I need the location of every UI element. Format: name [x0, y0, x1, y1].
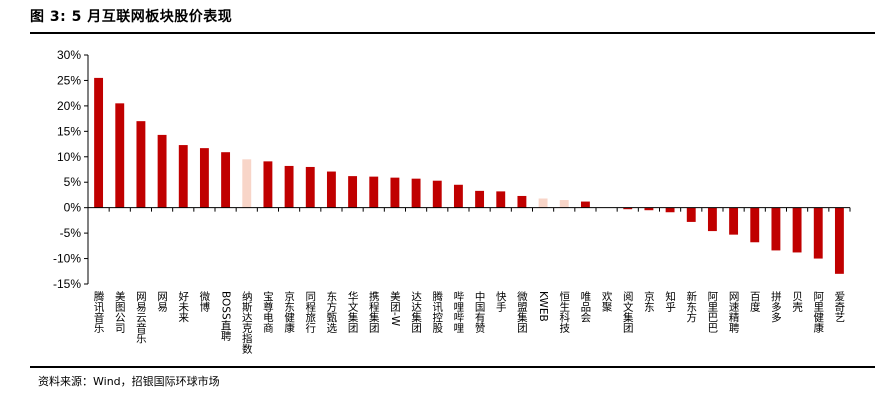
category-label: 快手: [495, 291, 507, 313]
bottom-rule: [30, 366, 875, 368]
category-label: 达达集团: [410, 291, 422, 334]
bar-27: [665, 207, 675, 213]
category-label: 纳斯达克指数: [241, 290, 253, 355]
bar-34: [813, 207, 823, 259]
category-label: 好未来: [177, 291, 189, 323]
bar-23: [580, 201, 590, 208]
bar-2: [136, 121, 146, 208]
category-label: KWEB: [537, 291, 549, 322]
bar-7: [242, 159, 252, 208]
category-label: 腾讯控股: [431, 290, 443, 334]
bar-0: [94, 77, 104, 208]
category-label: 新东方: [685, 290, 697, 323]
axes-group: [87, 55, 851, 284]
top-rule: [30, 32, 875, 34]
bar-3: [157, 134, 167, 208]
bar-chart: -15%-10%-5%0%5%10%15%20%25%30% 腾讯音乐 美图公司网…: [53, 48, 851, 355]
y-tick-label: 20%: [57, 99, 81, 113]
bar-9: [284, 165, 294, 208]
y-tick-label: -5%: [60, 226, 82, 240]
y-tick-label: 15%: [57, 124, 81, 138]
category-label: 爱奇艺: [833, 290, 845, 322]
category-label: 网易: [156, 291, 168, 313]
category-labels-group: 腾讯音乐 美图公司 网易云音乐 网易 好未来 微博 BOSS直聘 纳斯达克指数 宝尊电商 京东健康…: [93, 290, 846, 355]
bar-10: [305, 166, 315, 208]
bar-22: [559, 200, 569, 208]
category-label: 阿里健康: [812, 291, 824, 333]
bar-33: [792, 207, 802, 253]
bar-17: [453, 184, 463, 208]
bar-11: [326, 171, 336, 208]
y-tick-label: 5%: [64, 175, 82, 189]
bar-18: [475, 190, 485, 208]
bar-15: [411, 178, 421, 208]
bar-21: [538, 198, 548, 208]
bars-group: [94, 77, 844, 274]
y-tick-label: -15%: [53, 277, 81, 291]
category-label: 欢聚: [601, 290, 613, 313]
category-label: 华文集团: [347, 290, 359, 334]
bar-6: [221, 152, 231, 208]
category-label: 中国有赞: [474, 290, 486, 334]
category-label: 美图公司: [114, 290, 126, 333]
y-tick-label: 0%: [64, 201, 82, 215]
y-tick-label: -10%: [53, 252, 81, 266]
bar-32: [771, 207, 781, 251]
category-label: 微盟集团: [516, 290, 528, 334]
category-label: BOSS直聘: [220, 291, 232, 341]
bar-19: [496, 191, 506, 208]
y-ticks-group: -15% -10% -5% 0% 5% 10% 15% 20% 25% 30%: [53, 48, 88, 291]
category-label: 同程旅行: [304, 291, 316, 334]
bar-13: [369, 176, 379, 208]
category-label: 腾讯音乐: [93, 290, 105, 333]
category-label: 拼多多: [770, 290, 782, 323]
bar-1: [115, 103, 125, 208]
category-label: 网易云音乐: [135, 291, 147, 344]
category-label: 美团-W: [389, 290, 401, 327]
bar-5: [199, 148, 209, 208]
category-label: 京东健康: [283, 290, 295, 333]
category-label: 百度: [749, 291, 761, 313]
category-label: 东方甄选: [325, 290, 337, 334]
bar-28: [686, 207, 696, 222]
category-label: 贝壳: [791, 291, 803, 313]
category-label: 京东: [643, 290, 655, 312]
category-label: 恒生科技: [558, 290, 570, 334]
bar-29: [707, 207, 717, 232]
bar-30: [729, 207, 739, 235]
bar-20: [517, 195, 527, 208]
bar-16: [432, 180, 442, 208]
y-tick-label: 25%: [57, 73, 81, 87]
bar-31: [750, 207, 760, 243]
y-tick-label: 10%: [57, 150, 81, 164]
category-label: 宝尊电商: [262, 290, 274, 334]
bar-8: [263, 161, 273, 208]
category-label: 网速精聘: [728, 291, 740, 334]
category-label: 微博: [198, 290, 210, 313]
category-label: 哔哩哔哩: [452, 290, 464, 333]
y-tick-label: 30%: [57, 48, 81, 62]
category-label: 携程集团: [368, 290, 380, 334]
bar-4: [178, 145, 188, 208]
figure-title: 图 3: 5 月互联网板块股价表现: [30, 9, 233, 25]
category-label: 阅文集团: [622, 290, 634, 334]
bar-35: [834, 207, 844, 274]
category-label: 阿里巴巴: [706, 291, 718, 333]
category-label: 知乎: [664, 290, 676, 312]
category-label: 唯品会: [579, 291, 591, 323]
bar-25: [623, 207, 633, 210]
source-note: 资料来源：Wind，招银国际环球市场: [38, 375, 220, 388]
bar-14: [390, 177, 400, 208]
bar-26: [644, 207, 654, 211]
bar-12: [348, 176, 358, 208]
